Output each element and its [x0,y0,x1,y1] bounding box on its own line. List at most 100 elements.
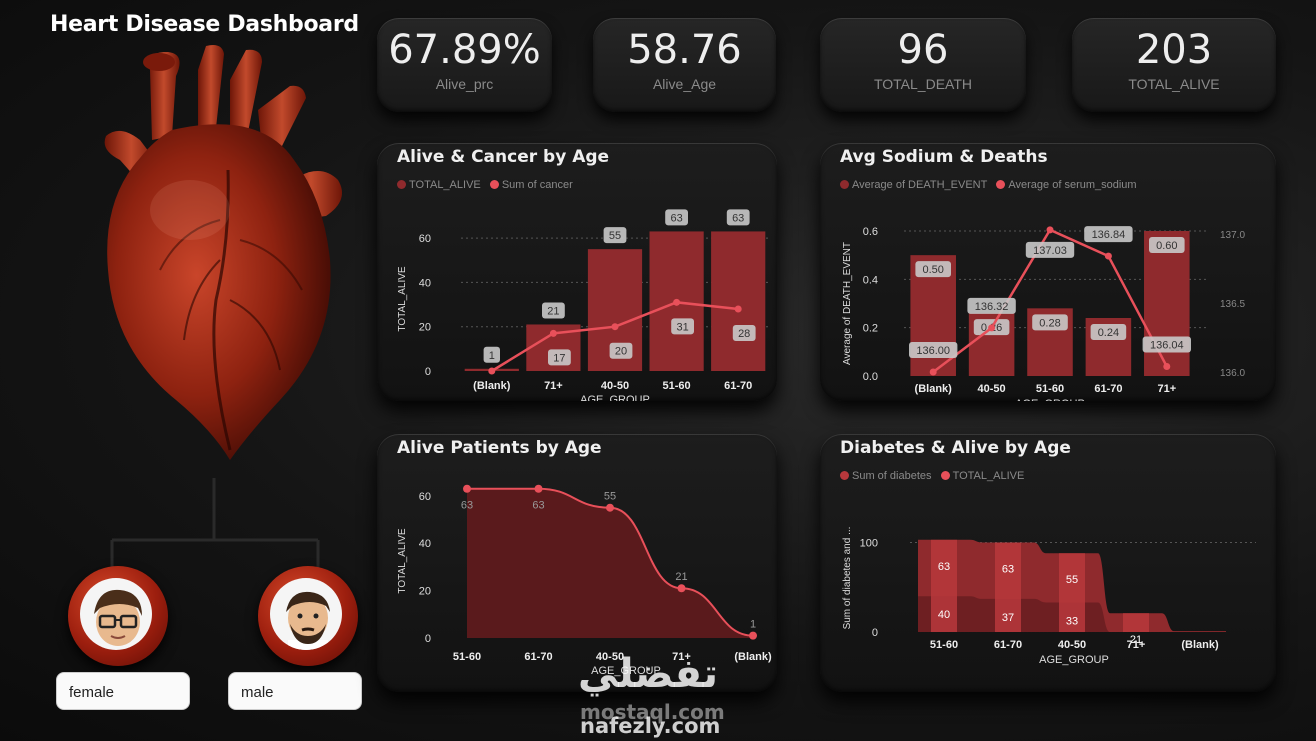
alive-data-label: 55 [1066,574,1078,586]
x-tick-label: 71+ [1157,383,1176,395]
bar-data-label-bg [483,346,500,363]
dashboard-title: Heart Disease Dashboard [50,12,359,37]
kpi-total-alive: 203 TOTAL_ALIVE [1072,18,1276,112]
y-tick-label: 20 [419,322,431,334]
x-tick-label: 51-60 [663,380,691,392]
y-tick-label: 0 [425,366,431,378]
x-tick-label: 61-70 [724,380,752,392]
kpi-label: TOTAL_DEATH [873,76,973,92]
alive-data-label: 63 [1002,563,1014,575]
sodium-point [988,324,996,332]
legend-item: TOTAL_ALIVE [940,470,1025,482]
chart-card-diabetes-alive: Diabetes & Alive by Age Sum of diabetes … [820,434,1276,692]
area-point [749,631,757,640]
y-tick-label: 40 [419,277,431,289]
chart-plot: 0 20 40 60 TOTAL_ALIVE (Blank) 1 71+ 21 40-50 55 51… [397,209,769,401]
bar [711,231,766,371]
line-data-label: 136.04 [1150,339,1184,351]
legend-dot-icon [996,180,1006,189]
bar-data-label-bg [726,209,750,226]
watermark-arabic: تفضلي [578,651,719,697]
category-column [1123,613,1149,632]
bar-data-label-bg [1032,314,1068,331]
category-column [1059,553,1085,632]
sodium-point [1046,226,1054,234]
male-avatar[interactable] [258,566,358,666]
kpi-value: 96 [897,27,949,73]
y-axis-label: TOTAL_ALIVE [397,528,408,594]
x-tick-label: 71+ [672,651,691,663]
female-avatar[interactable] [68,566,168,666]
data-label: 1 [750,619,756,631]
line-data-label: 31 [676,321,688,333]
x-axis-label: AGE_GROUP [580,394,650,401]
x-tick-label: (Blank) [915,383,953,395]
legend-label: TOTAL_ALIVE [952,470,1025,482]
y2-tick-label: 136.5 [1220,299,1245,310]
alive-data-label: 21 [1130,634,1142,646]
diabetes-data-label: 37 [1002,612,1014,624]
bar-data-label: 55 [609,230,621,242]
legend-item: Average of DEATH_EVENT [840,179,987,191]
line-data-label: 137.03 [1033,245,1067,257]
chart-plot: 0 20 40 60 TOTAL_ALIVE 63 51-60 63 61-70 55 40-50 2… [397,484,772,677]
legend-dot-icon [489,180,499,189]
chart-title: Diabetes & Alive by Age [840,438,1071,458]
line-data-label-bg [609,342,633,359]
legend-item: Average of serum_sodium [996,179,1137,191]
legend-item: Sum of diabetes [840,470,932,482]
female-filter-button[interactable]: female [56,672,190,710]
y2-tick-label: 137.0 [1220,230,1245,241]
kpi-alive-prc: 67.89% Alive_prc [377,18,552,112]
category-column [931,539,957,632]
line-data-label-bg [1084,226,1133,243]
sodium-point [1104,252,1112,260]
watermark-nafezly: nafezly.com [580,714,721,738]
y-tick-label: 0.0 [863,371,878,383]
legend-dot-icon [840,180,849,189]
legend-label: Sum of diabetes [852,470,932,482]
legend-label: Sum of cancer [501,179,573,191]
line-data-label-bg [909,342,958,358]
chart-title: Alive & Cancer by Age [397,147,610,167]
bar-data-label: 63 [732,212,744,224]
chart-card-alive-patients: Alive Patients by Age 0 20 40 60 TOTAL_ALIVE… [377,434,777,692]
kpi-value: 58.76 [627,27,742,73]
y-tick-label: 60 [419,491,431,503]
line-data-label-bg [1025,241,1075,258]
cancer-point [734,305,742,313]
area-point [677,584,686,593]
heart-illustration [104,45,342,461]
bar-data-label: 0.60 [1156,240,1177,252]
kpi-alive-age: 58.76 Alive_Age [593,18,776,112]
cancer-point [611,323,619,331]
x-tick-label: 61-70 [994,639,1022,651]
legend-label: Average of serum_sodium [1008,179,1137,191]
cancer-point [488,367,496,375]
cancer-point [673,298,681,306]
bar-data-label-bg [1149,237,1185,253]
chart-legend: TOTAL_ALIVE Sum of cancer [397,179,579,191]
y-tick-label: 0 [872,627,878,639]
male-face-icon [270,578,342,650]
y-tick-label: 0 [425,633,431,645]
x-axis-label: AGE_GROUP [1015,398,1085,401]
x-axis-label: AGE_GROUP [591,665,661,677]
kpi-value: 67.89% [388,27,541,73]
line-data-label: 17 [553,352,565,364]
data-label: 21 [675,571,687,583]
sodium-point [929,368,937,376]
cancer-point [549,329,557,337]
category-column [995,542,1021,632]
x-tick-label: 40-50 [978,383,1006,395]
legend-dot-icon [940,471,950,480]
male-filter-button[interactable]: male [228,672,362,710]
bar-data-label: 1 [489,350,495,362]
line-data-label: 136.32 [975,301,1009,313]
data-label: 63 [532,500,544,512]
bar-data-label: 0.24 [1098,327,1119,339]
female-face-icon [80,578,152,650]
chart-title: Avg Sodium & Deaths [840,147,1048,167]
diabetes-data-label: 40 [938,609,950,621]
y-tick-label: 0.6 [863,226,878,238]
